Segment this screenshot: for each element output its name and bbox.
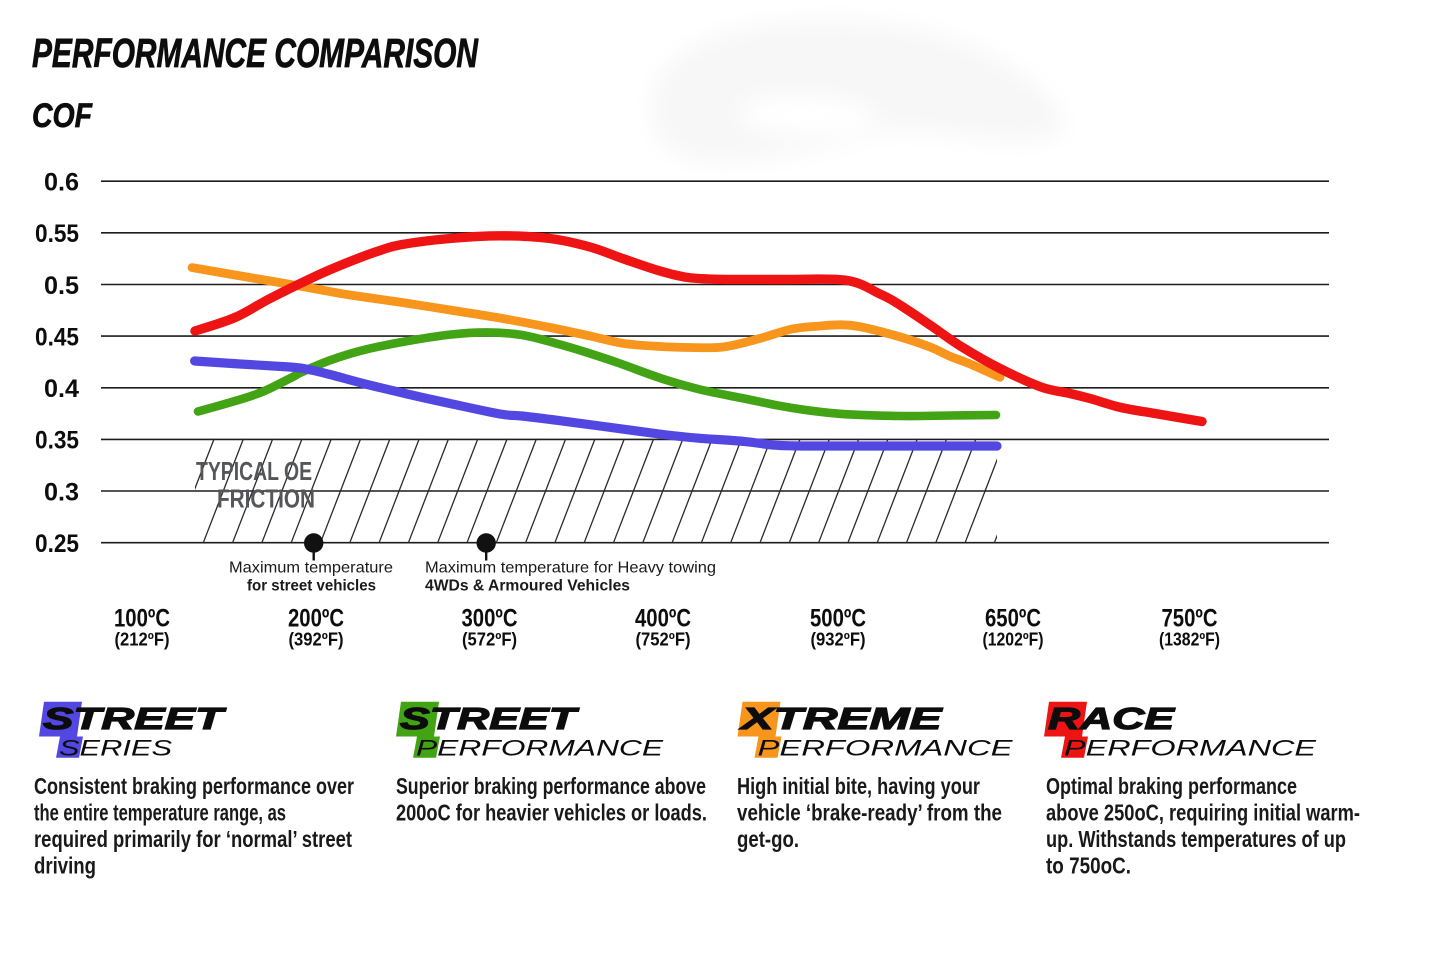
- svg-text:0.6: 0.6: [44, 169, 79, 197]
- svg-text:0.3: 0.3: [44, 478, 79, 506]
- svg-text:(572ºF): (572ºF): [462, 630, 517, 650]
- svg-text:STREET: STREET: [400, 701, 580, 736]
- svg-text:0.35: 0.35: [35, 427, 79, 455]
- svg-text:Maximum temperature for Heavy: Maximum temperature for Heavy towing: [425, 560, 716, 577]
- svg-text:up. Withstands temperatures of: up. Withstands temperatures of up: [1046, 826, 1346, 852]
- svg-text:High initial bite, having your: High initial bite, having your: [737, 773, 980, 799]
- svg-text:TYPICAL OE: TYPICAL OE: [196, 456, 312, 486]
- svg-text:(752ºF): (752ºF): [636, 630, 691, 650]
- svg-text:driving: driving: [34, 853, 96, 879]
- svg-text:Maximum temperature: Maximum temperature: [229, 560, 393, 577]
- svg-text:Superior braking performance a: Superior braking performance above: [396, 773, 706, 799]
- svg-text:4WDs & Armoured Vehicles: 4WDs & Armoured Vehicles: [425, 578, 630, 595]
- svg-text:PERFORMANCE COMPARISON: PERFORMANCE COMPARISON: [32, 30, 479, 76]
- svg-text:above 250oC, requiring initial: above 250oC, requiring initial warm-: [1046, 800, 1360, 826]
- svg-text:0.4: 0.4: [44, 375, 79, 403]
- svg-text:PERFORMANCE: PERFORMANCE: [758, 736, 1013, 761]
- svg-text:Optimal braking performance: Optimal braking performance: [1046, 773, 1297, 799]
- svg-text:PERFORMANCE: PERFORMANCE: [416, 736, 663, 761]
- svg-text:to 750oC.: to 750oC.: [1046, 853, 1131, 879]
- svg-text:200oC for heavier vehicles or: 200oC for heavier vehicles or loads.: [396, 800, 707, 826]
- svg-text:650ºC: 650ºC: [985, 605, 1041, 633]
- svg-text:FRICTION: FRICTION: [217, 484, 315, 514]
- svg-text:(1382ºF): (1382ºF): [1159, 630, 1220, 650]
- svg-text:required primarily for ‘normal: required primarily for ‘normal’ street: [34, 826, 352, 852]
- svg-text:0.45: 0.45: [35, 323, 79, 351]
- svg-text:0.25: 0.25: [35, 530, 79, 558]
- svg-text:STREET: STREET: [43, 701, 227, 736]
- svg-text:400ºC: 400ºC: [635, 605, 691, 633]
- svg-text:0.55: 0.55: [35, 220, 79, 248]
- svg-text:the entire temperature range,: the entire temperature range, as: [34, 800, 286, 826]
- svg-text:COF: COF: [32, 97, 93, 135]
- svg-text:(1202ºF): (1202ºF): [983, 630, 1044, 650]
- svg-text:vehicle ‘brake-ready’ from the: vehicle ‘brake-ready’ from the: [737, 800, 1002, 826]
- svg-text:0.5: 0.5: [44, 272, 79, 300]
- svg-text:(392ºF): (392ºF): [289, 630, 344, 650]
- svg-text:SERIES: SERIES: [59, 736, 172, 761]
- svg-text:200ºC: 200ºC: [288, 605, 344, 633]
- svg-text:(212ºF): (212ºF): [115, 630, 170, 650]
- svg-text:Consistent braking performance: Consistent braking performance over: [34, 773, 354, 799]
- svg-text:300ºC: 300ºC: [462, 605, 518, 633]
- svg-text:100ºC: 100ºC: [114, 605, 170, 633]
- svg-text:RACE: RACE: [1048, 701, 1176, 736]
- svg-text:XTREME: XTREME: [738, 701, 943, 736]
- svg-text:500ºC: 500ºC: [810, 605, 866, 633]
- svg-text:get-go.: get-go.: [737, 826, 799, 852]
- svg-text:for street vehicles: for street vehicles: [247, 578, 376, 595]
- svg-text:750ºC: 750ºC: [1162, 605, 1218, 633]
- svg-text:PERFORMANCE: PERFORMANCE: [1064, 736, 1316, 761]
- svg-text:(932ºF): (932ºF): [811, 630, 866, 650]
